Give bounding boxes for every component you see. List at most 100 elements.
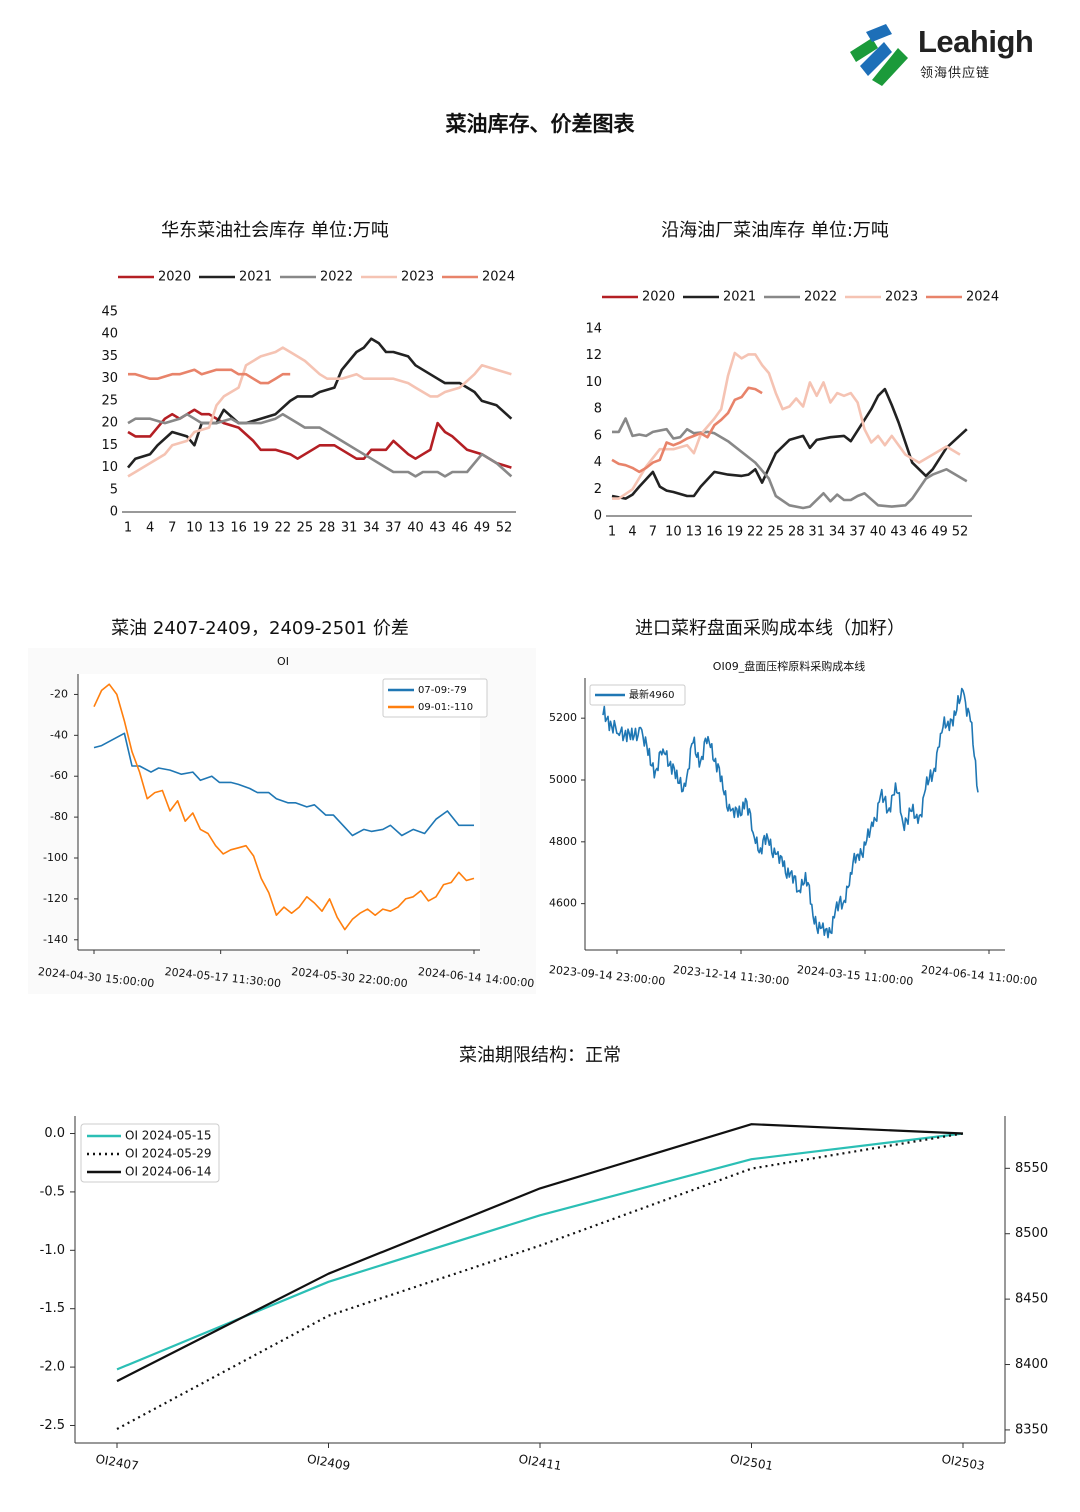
x-tick-label: 25	[297, 521, 314, 536]
cost-x-tick-label: 2023-09-14 23:00:00	[548, 963, 666, 988]
cost-y-tick-label: 5200	[549, 711, 577, 724]
series-line-2022	[127, 412, 513, 478]
series-line-2023	[612, 351, 961, 500]
cost-line-chart-title: 进口菜籽盘面采购成本线（加籽）	[635, 618, 905, 639]
x-tick-label: 1	[608, 525, 616, 540]
term-structure-title: 菜油期限结构：正常	[459, 1045, 621, 1066]
legend-2-2022-label: 2022	[804, 290, 837, 305]
x-tick-label: 31	[808, 525, 825, 540]
x-tick-label: 1	[124, 521, 132, 536]
term-x-tick-label: OI2409	[306, 1452, 351, 1473]
cost-y-tick-label: 5000	[549, 773, 577, 786]
term-right-tick-label: 8450	[1015, 1292, 1048, 1307]
legend-2-2023-label: 2023	[885, 290, 918, 305]
cost-x-tick-label: 2024-03-15 11:00:00	[796, 963, 914, 988]
term-left-tick-label: 0.0	[44, 1126, 65, 1141]
x-tick-label: 4	[146, 521, 154, 536]
legend-1-2022-label: 2022	[320, 270, 353, 285]
term-right-tick-label: 8550	[1015, 1161, 1048, 1176]
x-tick-label: 43	[890, 525, 907, 540]
cost-line-series	[602, 687, 979, 939]
term-legend-1-label: OI 2024-05-29	[125, 1147, 212, 1161]
cost-subtitle: OI09_盘面压榨原料采购成本线	[713, 659, 865, 673]
legend-1-2023-label: 2023	[401, 270, 434, 285]
spread-legend-1-label: 09-01:-110	[418, 702, 473, 713]
y-tick-label: 45	[101, 305, 118, 320]
x-tick-label: 28	[319, 521, 336, 536]
spread-y-tick-label: -120	[43, 892, 68, 905]
x-tick-label: 10	[665, 525, 682, 540]
cost-y-tick-label: 4800	[549, 835, 577, 848]
logo-mark-icon	[850, 24, 908, 86]
x-tick-label: 22	[275, 521, 292, 536]
term-left-tick-label: -1.5	[40, 1301, 65, 1316]
y-tick-label: 14	[585, 322, 602, 337]
x-tick-label: 7	[649, 525, 657, 540]
y-tick-label: 6	[594, 428, 602, 443]
spread-y-tick-label: -100	[43, 851, 68, 864]
x-tick-label: 34	[829, 525, 846, 540]
x-tick-label: 49	[931, 525, 948, 540]
x-tick-label: 7	[168, 521, 176, 536]
term-x-tick-label: OI2501	[729, 1452, 774, 1473]
term-x-tick-label: OI2407	[94, 1452, 139, 1473]
legend-2-2024-label: 2024	[966, 290, 999, 305]
spread-plot-bg	[78, 674, 480, 950]
cost-x-tick-label: 2024-06-14 11:00:00	[920, 963, 1038, 988]
x-tick-label: 19	[252, 521, 269, 536]
spread-y-tick-label: -80	[50, 810, 68, 823]
series-line-2020	[127, 408, 512, 469]
x-tick-label: 49	[474, 521, 491, 536]
x-tick-label: 37	[849, 525, 866, 540]
x-tick-label: 40	[870, 525, 887, 540]
term-left-tick-label: -1.0	[40, 1243, 65, 1258]
y-tick-label: 40	[101, 327, 118, 342]
legend-2-2020-label: 2020	[642, 290, 675, 305]
y-tick-label: 15	[101, 438, 118, 453]
x-tick-label: 4	[628, 525, 636, 540]
cost-legend-label: 最新4960	[629, 688, 674, 701]
y-tick-label: 12	[585, 348, 602, 363]
spread-chart-title: 菜油 2407-2409，2409-2501 价差	[111, 618, 409, 639]
y-tick-label: 35	[101, 349, 118, 364]
spread-y-tick-label: -60	[50, 769, 68, 782]
y-tick-label: 0	[594, 509, 602, 524]
y-tick-label: 2	[594, 482, 602, 497]
y-tick-label: 30	[101, 371, 118, 386]
series-line-2024	[611, 386, 763, 474]
term-x-tick-label: OI2503	[940, 1452, 985, 1473]
x-tick-label: 22	[747, 525, 764, 540]
x-tick-label: 10	[186, 521, 203, 536]
term-right-tick-label: 8350	[1015, 1422, 1048, 1437]
y-tick-label: 20	[101, 416, 118, 431]
term-legend-0-label: OI 2024-05-15	[125, 1129, 212, 1143]
term-left-tick-label: -2.5	[40, 1418, 65, 1433]
x-tick-label: 31	[341, 521, 358, 536]
term-left-tick-label: -2.0	[40, 1360, 65, 1375]
legend-2-2021-label: 2021	[723, 290, 756, 305]
legend-1-2020-label: 2020	[158, 270, 191, 285]
spread-y-tick-label: -140	[43, 933, 68, 946]
x-tick-label: 16	[230, 521, 247, 536]
legend-1-2021-label: 2021	[239, 270, 272, 285]
x-tick-label: 52	[952, 525, 969, 540]
term-legend-2-label: OI 2024-06-14	[125, 1165, 212, 1179]
x-tick-label: 46	[911, 525, 928, 540]
company-logo: Leahigh 领海供应链	[846, 22, 1056, 86]
y-tick-label: 10	[585, 375, 602, 390]
series-line-2022	[612, 417, 968, 510]
spread-line-07-09:-79	[93, 732, 474, 837]
x-tick-label: 46	[451, 521, 468, 536]
term-legend-box	[80, 1123, 220, 1183]
series-line-2021	[127, 337, 513, 469]
term-line-OI 2024-05-29	[116, 1132, 964, 1430]
cost-y-tick-label: 4600	[549, 897, 577, 910]
y-tick-label: 10	[101, 460, 118, 475]
x-tick-label: 43	[429, 521, 446, 536]
series-line-2021	[611, 387, 968, 500]
spread-line-09-01:-110	[93, 683, 475, 931]
x-tick-label: 13	[208, 521, 225, 536]
legend-1-2024-label: 2024	[482, 270, 515, 285]
x-tick-label: 16	[706, 525, 723, 540]
